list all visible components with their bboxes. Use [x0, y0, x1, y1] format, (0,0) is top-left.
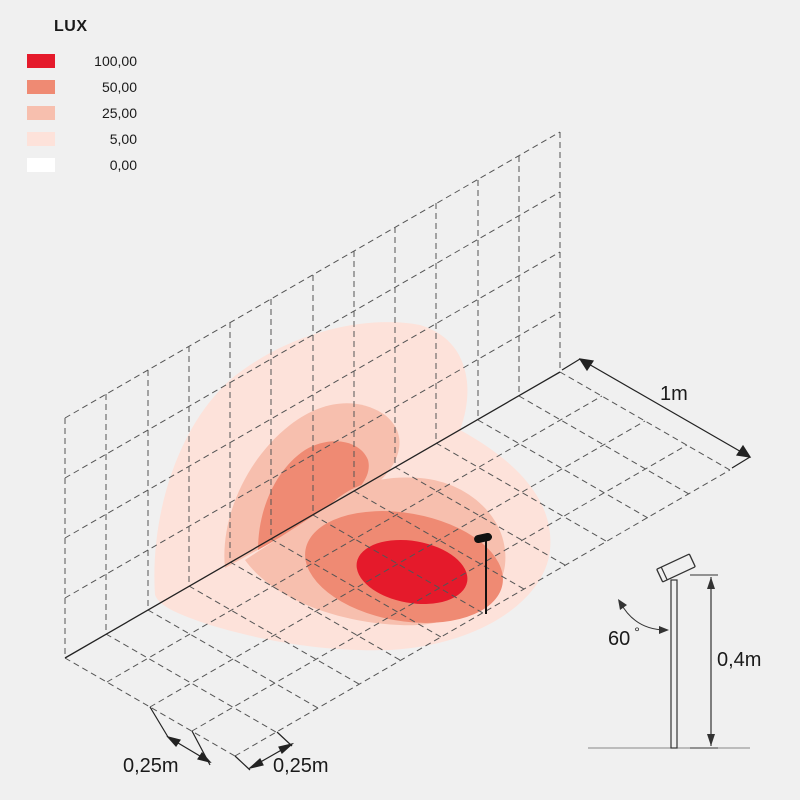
legend-item-100: 100,00: [27, 48, 147, 74]
legend-item-0: 0,00: [27, 152, 147, 178]
legend-value: 100,00: [94, 53, 137, 69]
dimension-cell-x-label: 0,25m: [123, 755, 179, 777]
height-label: 0,4m: [717, 649, 761, 671]
legend-value: 25,00: [101, 105, 137, 121]
legend-swatch: [27, 80, 55, 94]
floor-grid: [64, 371, 731, 757]
legend-title: LUX: [54, 18, 88, 35]
corner-line: [64, 371, 561, 659]
angle-unit: °: [634, 624, 640, 640]
legend: LUX 100,00 50,00 25,00 5,00 0,00: [27, 18, 147, 178]
dimension-cell-right: [234, 731, 295, 771]
wall-grid: [64, 131, 561, 658]
legend-item-25: 25,00: [27, 100, 147, 126]
legend-item-50: 50,00: [27, 74, 147, 100]
dimension-cell-y-label: 0,25m: [273, 755, 329, 777]
luminaire-scene: [474, 532, 492, 614]
angle-label: 60 °: [608, 624, 640, 650]
legend-swatch: [27, 54, 55, 68]
legend-item-5: 5,00: [27, 126, 147, 152]
legend-swatch: [27, 158, 55, 172]
legend-swatch: [27, 106, 55, 120]
illuminance-map: [154, 322, 551, 651]
angle-value: 60: [608, 628, 630, 650]
luminaire-detail: [588, 553, 750, 749]
legend-value: 50,00: [101, 79, 137, 95]
legend-value: 5,00: [109, 131, 137, 147]
dimension-length-label: 1m: [660, 383, 688, 405]
legend-value: 0,00: [109, 157, 137, 173]
dimension-cell-left: [149, 706, 212, 766]
legend-swatch: [27, 132, 55, 146]
dimension-1m: [561, 358, 752, 469]
